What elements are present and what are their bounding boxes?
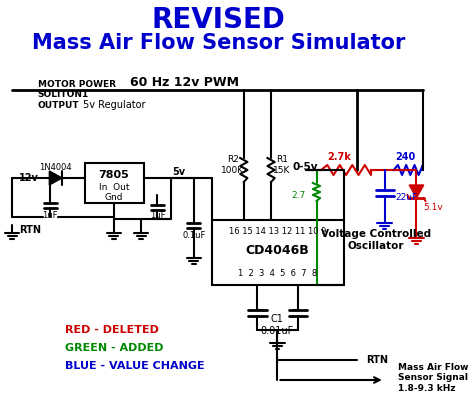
Text: Voltage Controlled
Oscillator: Voltage Controlled Oscillator [320, 229, 431, 251]
Text: 2.7k: 2.7k [327, 152, 351, 162]
Text: 1uF: 1uF [150, 210, 165, 220]
Text: In  Out: In Out [99, 183, 129, 193]
Text: GREEN - ADDED: GREEN - ADDED [65, 343, 164, 353]
Text: Mass Air Flow
Sensor Signal
1.8-9.3 kHz: Mass Air Flow Sensor Signal 1.8-9.3 kHz [398, 363, 469, 393]
Text: 1N4004: 1N4004 [39, 162, 72, 172]
Text: 5v: 5v [172, 167, 185, 177]
Text: 12v: 12v [19, 173, 39, 183]
Text: RTN: RTN [366, 355, 389, 365]
Text: 2.7: 2.7 [292, 191, 306, 199]
Text: 7805: 7805 [99, 170, 129, 180]
Polygon shape [409, 185, 424, 198]
Text: 0-5v: 0-5v [293, 162, 319, 172]
Text: C1
0.01uF: C1 0.01uF [261, 314, 294, 336]
Text: R2
100K: R2 100K [221, 155, 245, 174]
Text: 22uF: 22uF [396, 193, 418, 202]
Text: Gnd: Gnd [105, 193, 123, 202]
Text: 5v Regulator: 5v Regulator [82, 100, 145, 110]
Text: 1uF: 1uF [43, 210, 58, 220]
FancyBboxPatch shape [85, 163, 144, 203]
Text: 60 Hz 12v PWM: 60 Hz 12v PWM [130, 75, 239, 89]
Text: REVISED: REVISED [151, 6, 285, 34]
Text: 0.1uF: 0.1uF [182, 231, 206, 241]
Text: BLUE - VALUE CHANGE: BLUE - VALUE CHANGE [65, 361, 204, 371]
Text: CD4046B: CD4046B [246, 243, 310, 256]
Text: 16 15 14 13 12 11 10 9: 16 15 14 13 12 11 10 9 [229, 226, 326, 235]
Text: R1
15K: R1 15K [273, 155, 291, 174]
Polygon shape [49, 171, 62, 185]
Text: RED - DELETED: RED - DELETED [65, 325, 159, 335]
FancyBboxPatch shape [212, 220, 344, 285]
Text: 1  2  3  4  5  6  7  8: 1 2 3 4 5 6 7 8 [238, 270, 317, 278]
Text: 240: 240 [395, 152, 416, 162]
Text: Mass Air Flow Sensor Simulator: Mass Air Flow Sensor Simulator [32, 33, 405, 53]
Text: 5.1v: 5.1v [424, 202, 444, 212]
Text: MOTOR POWER
SOLITON1
OUTPUT: MOTOR POWER SOLITON1 OUTPUT [37, 80, 116, 110]
Text: RTN: RTN [19, 225, 41, 235]
